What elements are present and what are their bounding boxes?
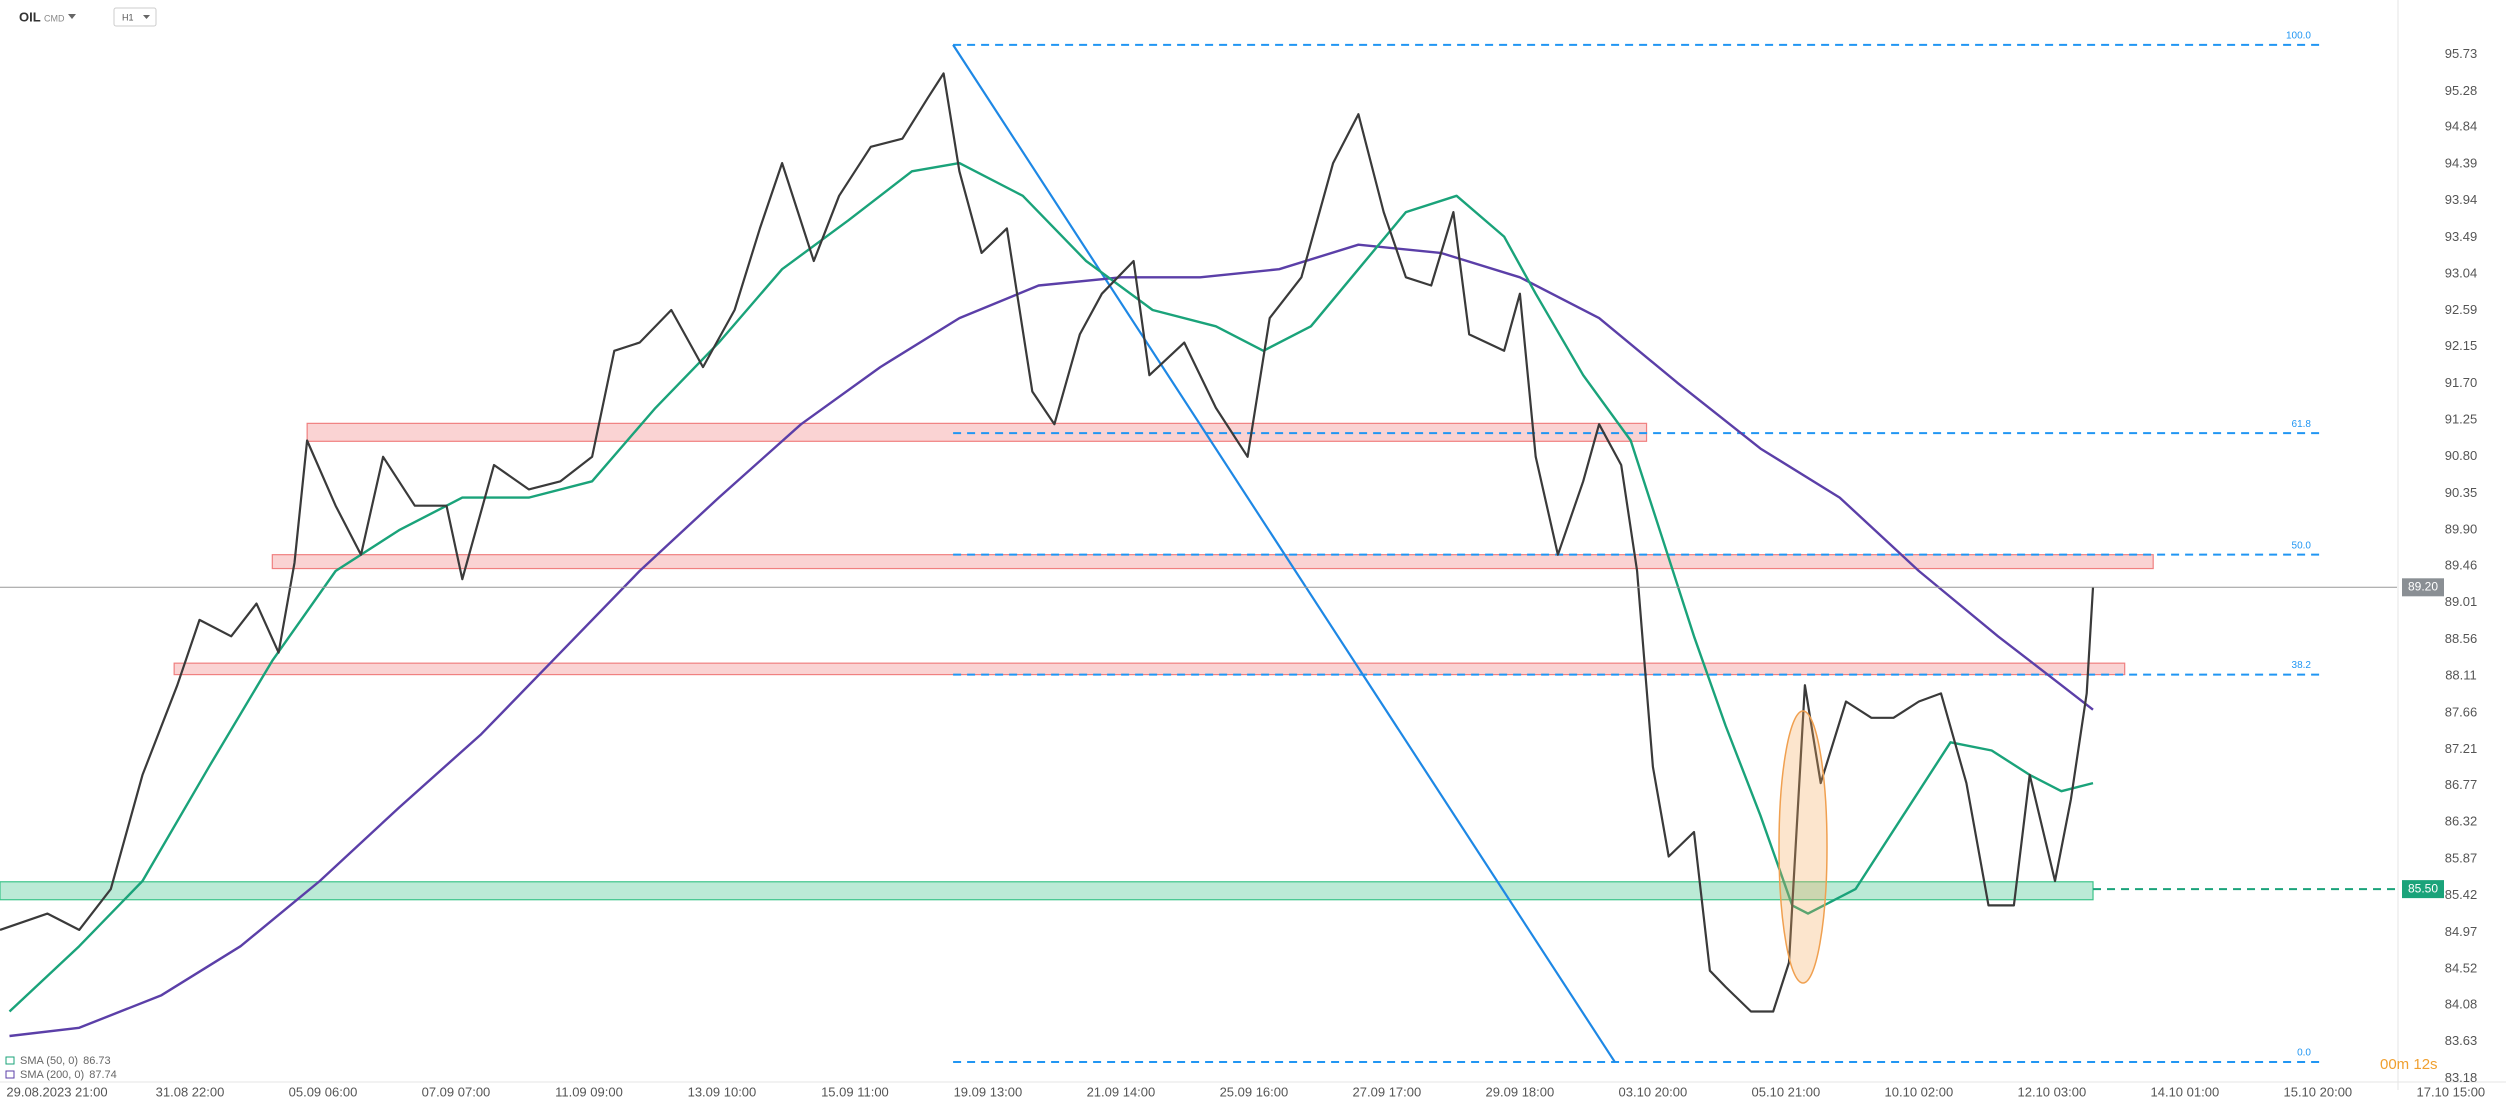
x-tick-label: 15.09 11:00 xyxy=(821,1084,889,1099)
y-tick-label: 84.52 xyxy=(2445,961,2478,976)
y-tick-label: 89.46 xyxy=(2445,558,2478,573)
last-price-label: 89.20 xyxy=(2408,579,2438,593)
legend-entry: SMA (200, 0) 87.74 xyxy=(20,1069,117,1081)
zone xyxy=(0,881,2094,901)
legend-entry: SMA (50, 0) 86.73 xyxy=(20,1055,111,1067)
x-tick-label: 19.09 13:00 xyxy=(954,1084,1023,1099)
y-tick-label: 95.28 xyxy=(2445,83,2478,98)
x-tick-label: 13.09 10:00 xyxy=(688,1084,757,1099)
highlight-ellipse xyxy=(1778,710,1828,984)
y-tick-label: 89.90 xyxy=(2445,522,2478,537)
fib-label: 100.0 xyxy=(2286,31,2311,42)
sma-line xyxy=(8,161,2094,1013)
x-tick-label: 11.09 09:00 xyxy=(555,1084,623,1099)
instrument-class: CMD xyxy=(44,13,65,23)
legend-icon xyxy=(5,1070,15,1079)
x-tick-label: 03.10 20:00 xyxy=(1619,1084,1688,1099)
y-tick-label: 88.11 xyxy=(2445,668,2477,683)
timeframe-box[interactable] xyxy=(113,7,157,27)
x-tick-label: 05.10 21:00 xyxy=(1752,1084,1821,1099)
y-tick-label: 83.18 xyxy=(2445,1070,2478,1085)
y-tick-label: 94.39 xyxy=(2445,155,2478,170)
y-tick-label: 86.32 xyxy=(2445,814,2478,829)
zone xyxy=(173,662,2126,676)
legend-icon xyxy=(5,1056,15,1065)
x-tick-label: 10.10 02:00 xyxy=(1885,1084,1954,1099)
x-tick-label: 12.10 03:00 xyxy=(2018,1084,2087,1099)
fib-label: 0.0 xyxy=(2297,1048,2311,1059)
x-tick-label: 14.10 01:00 xyxy=(2151,1084,2220,1099)
x-tick-label: 05.09 06:00 xyxy=(289,1084,358,1099)
x-tick-label: 07.09 07:00 xyxy=(422,1084,491,1099)
y-tick-label: 90.35 xyxy=(2445,485,2478,500)
y-tick-label: 90.80 xyxy=(2445,448,2478,463)
fib-label: 38.2 xyxy=(2292,660,2312,671)
y-tick-label: 87.21 xyxy=(2445,741,2478,756)
support-price-label: 85.50 xyxy=(2408,881,2438,895)
fib-label: 50.0 xyxy=(2292,540,2312,551)
y-tick-label: 93.94 xyxy=(2445,192,2478,207)
y-tick-label: 92.15 xyxy=(2445,338,2478,353)
candle-timer: 00m 12s xyxy=(2380,1056,2438,1073)
sma-line xyxy=(9,243,2094,1038)
x-tick-label: 29.09 18:00 xyxy=(1486,1084,1555,1099)
x-tick-label: 21.09 14:00 xyxy=(1087,1084,1156,1099)
y-tick-label: 95.73 xyxy=(2445,46,2478,61)
y-tick-label: 87.66 xyxy=(2445,704,2478,719)
legend-value: 87.74 xyxy=(89,1069,117,1081)
y-tick-label: 84.97 xyxy=(2445,924,2478,939)
x-tick-label: 27.09 17:00 xyxy=(1353,1084,1422,1099)
y-tick-label: 88.56 xyxy=(2445,631,2478,646)
zone xyxy=(271,554,2154,570)
y-tick-label: 91.70 xyxy=(2445,375,2478,390)
trendline xyxy=(952,44,1616,1063)
y-tick-label: 85.87 xyxy=(2445,850,2478,865)
y-tick-label: 93.04 xyxy=(2445,266,2478,281)
x-tick-label: 17.10 15:00 xyxy=(2416,1084,2485,1099)
y-tick-label: 89.01 xyxy=(2445,594,2478,609)
timeframe-dropdown[interactable] xyxy=(143,15,150,19)
legend-value: 86.73 xyxy=(83,1055,111,1067)
x-tick-label: 25.09 16:00 xyxy=(1220,1084,1289,1099)
support-price-box xyxy=(2402,880,2444,899)
y-tick-label: 83.63 xyxy=(2445,1033,2478,1048)
fib-label: 61.8 xyxy=(2292,419,2312,430)
price-line xyxy=(0,72,2095,1013)
x-tick-label: 15.10 20:00 xyxy=(2283,1084,2352,1099)
symbol-dropdown[interactable] xyxy=(68,14,76,19)
timeframe[interactable]: H1 xyxy=(122,12,134,22)
symbol[interactable]: OIL xyxy=(19,9,41,24)
legend-name: SMA (50, 0) xyxy=(20,1055,78,1067)
x-tick-label: 31.08 22:00 xyxy=(156,1084,225,1099)
y-tick-label: 84.08 xyxy=(2445,996,2478,1011)
y-tick-label: 92.59 xyxy=(2445,302,2478,317)
y-tick-label: 86.77 xyxy=(2445,777,2478,792)
y-tick-label: 94.84 xyxy=(2445,119,2478,134)
last-price-box xyxy=(2402,578,2444,597)
x-tick-label: 29.08.2023 21:00 xyxy=(6,1084,107,1099)
y-tick-label: 85.42 xyxy=(2445,887,2478,902)
y-tick-label: 91.25 xyxy=(2445,412,2478,427)
legend-name: SMA (200, 0) xyxy=(20,1069,84,1081)
y-tick-label: 93.49 xyxy=(2445,229,2478,244)
